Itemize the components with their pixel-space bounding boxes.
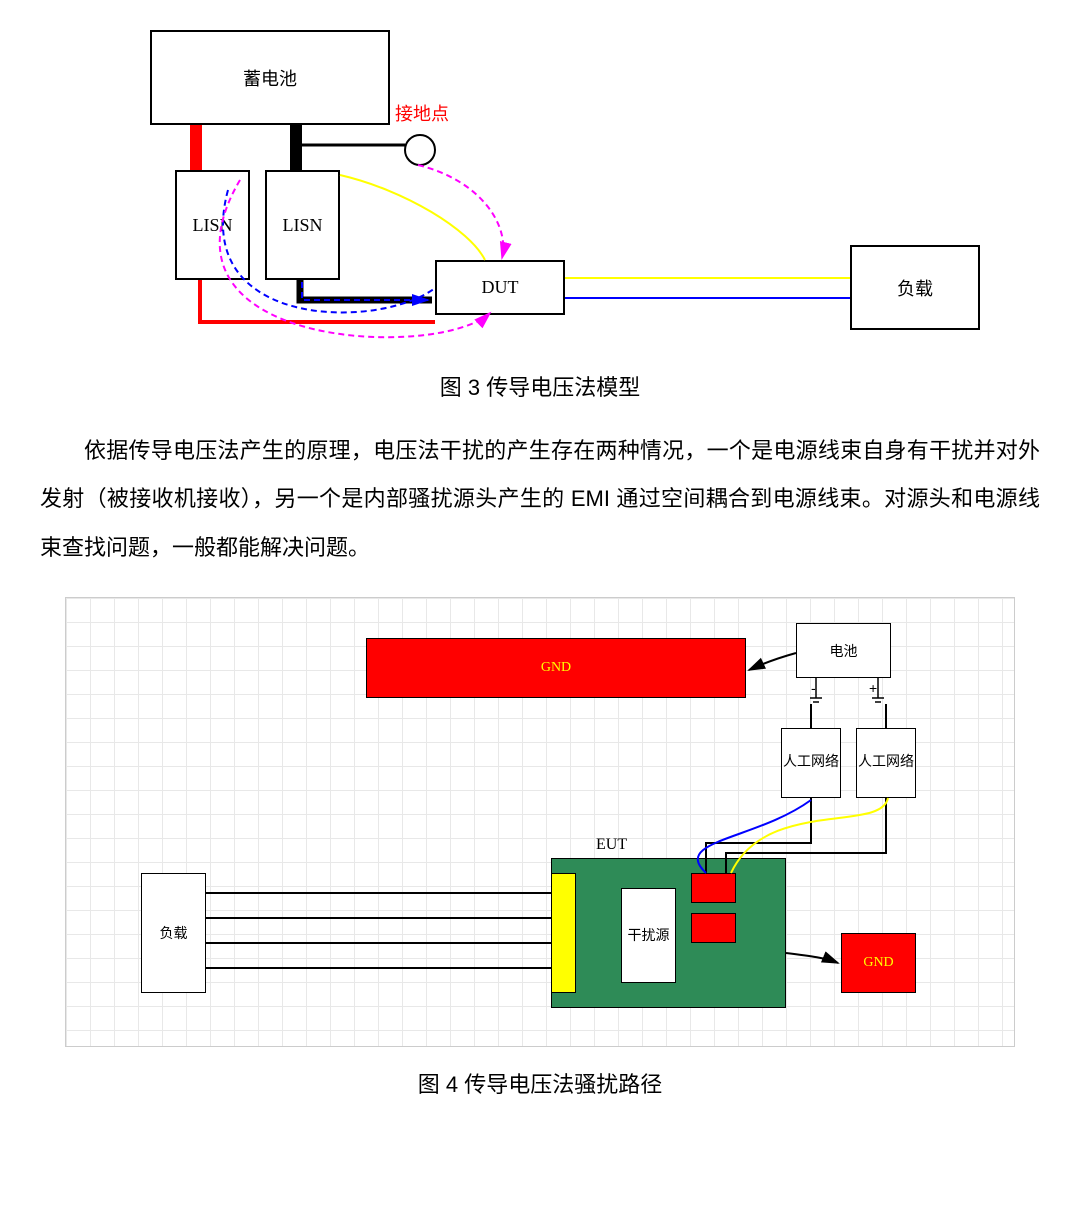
eut-yellow xyxy=(551,873,576,993)
dia2-canvas: GND 电池 - + 人工网络 人工网络 EUT 干扰源 GND 负载 xyxy=(65,597,1015,1047)
lisn-right-box: 人工网络 xyxy=(856,728,916,798)
battery2-box: 电池 xyxy=(796,623,891,678)
lisn2-box: LISN xyxy=(265,170,340,280)
interference-box: 干扰源 xyxy=(621,888,676,983)
figure-2-diagram: GND 电池 - + 人工网络 人工网络 EUT 干扰源 GND 负载 xyxy=(40,597,1040,1047)
minus-label: - xyxy=(811,680,816,696)
dia1-canvas: 蓄电池 LISN LISN DUT 负载 接地点 xyxy=(40,30,1040,350)
battery-box: 蓄电池 xyxy=(150,30,390,125)
black-stub xyxy=(290,125,302,170)
gnd1-box: GND xyxy=(366,638,746,698)
eut-red2 xyxy=(691,913,736,943)
lisn-left-box: 人工网络 xyxy=(781,728,841,798)
dut-box: DUT xyxy=(435,260,565,315)
ground-label: 接地点 xyxy=(395,100,449,126)
figure-2-caption: 图 4 传导电压法骚扰路径 xyxy=(40,1067,1040,1099)
figure-1-diagram: 蓄电池 LISN LISN DUT 负载 接地点 xyxy=(40,30,1040,350)
plus-label: + xyxy=(869,680,877,696)
gnd2-box: GND xyxy=(841,933,916,993)
red-stub xyxy=(190,125,202,170)
load-box: 负载 xyxy=(850,245,980,330)
body-paragraph: 依据传导电压法产生的原理，电压法干扰的产生存在两种情况，一个是电源线束自身有干扰… xyxy=(40,427,1040,572)
eut-label: EUT xyxy=(596,836,627,854)
eut-red1 xyxy=(691,873,736,903)
figure-1-caption: 图 3 传导电压法模型 xyxy=(40,370,1040,402)
load2-box: 负载 xyxy=(141,873,206,993)
lisn1-box: LISN xyxy=(175,170,250,280)
